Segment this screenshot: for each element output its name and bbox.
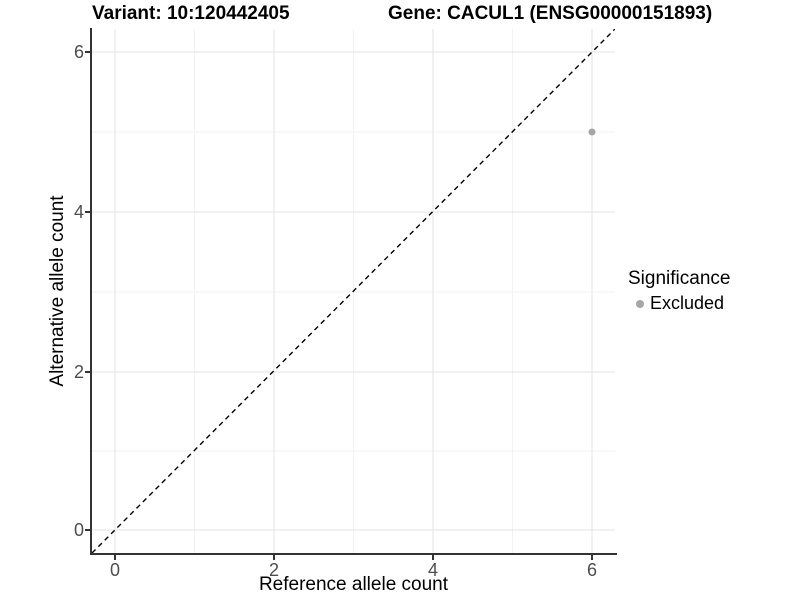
x-tick xyxy=(591,555,593,560)
x-axis-line xyxy=(90,553,617,555)
x-axis-title: Reference allele count xyxy=(258,574,449,595)
legend-item-excluded: Excluded xyxy=(628,293,730,314)
x-tick xyxy=(114,555,116,560)
x-tick xyxy=(273,555,275,560)
y-axis-title: Alternative allele count xyxy=(47,195,68,387)
identity-dashed-line xyxy=(91,28,616,554)
legend: Significance Excluded xyxy=(628,268,730,314)
x-tick-label: 2 xyxy=(268,560,279,580)
x-tick-label: 4 xyxy=(427,560,438,580)
legend-title: Significance xyxy=(628,268,731,289)
y-tick xyxy=(85,371,90,373)
data-point-excluded xyxy=(588,128,596,136)
variant-title: Variant: 10:120442405 xyxy=(92,3,290,24)
y-tick xyxy=(85,211,90,213)
legend-item-label: Excluded xyxy=(650,293,725,313)
y-tick-label: 2 xyxy=(73,362,84,382)
legend-point-icon xyxy=(636,299,644,308)
gene-title: Gene: CACUL1 (ENSG00000151893) xyxy=(388,3,713,24)
x-tick-label: 6 xyxy=(586,560,597,580)
x-tick xyxy=(432,555,434,560)
y-tick-label: 6 xyxy=(73,42,84,62)
y-tick xyxy=(85,51,90,53)
plot-canvas xyxy=(91,28,616,554)
major-gridlines xyxy=(92,29,615,553)
minor-gridlines xyxy=(92,29,615,553)
y-tick-label: 0 xyxy=(73,520,84,540)
y-tick xyxy=(85,529,90,531)
x-tick-label: 0 xyxy=(109,560,120,580)
plot-panel xyxy=(91,28,616,554)
y-axis-line xyxy=(90,28,92,555)
y-tick-label: 4 xyxy=(73,202,84,222)
